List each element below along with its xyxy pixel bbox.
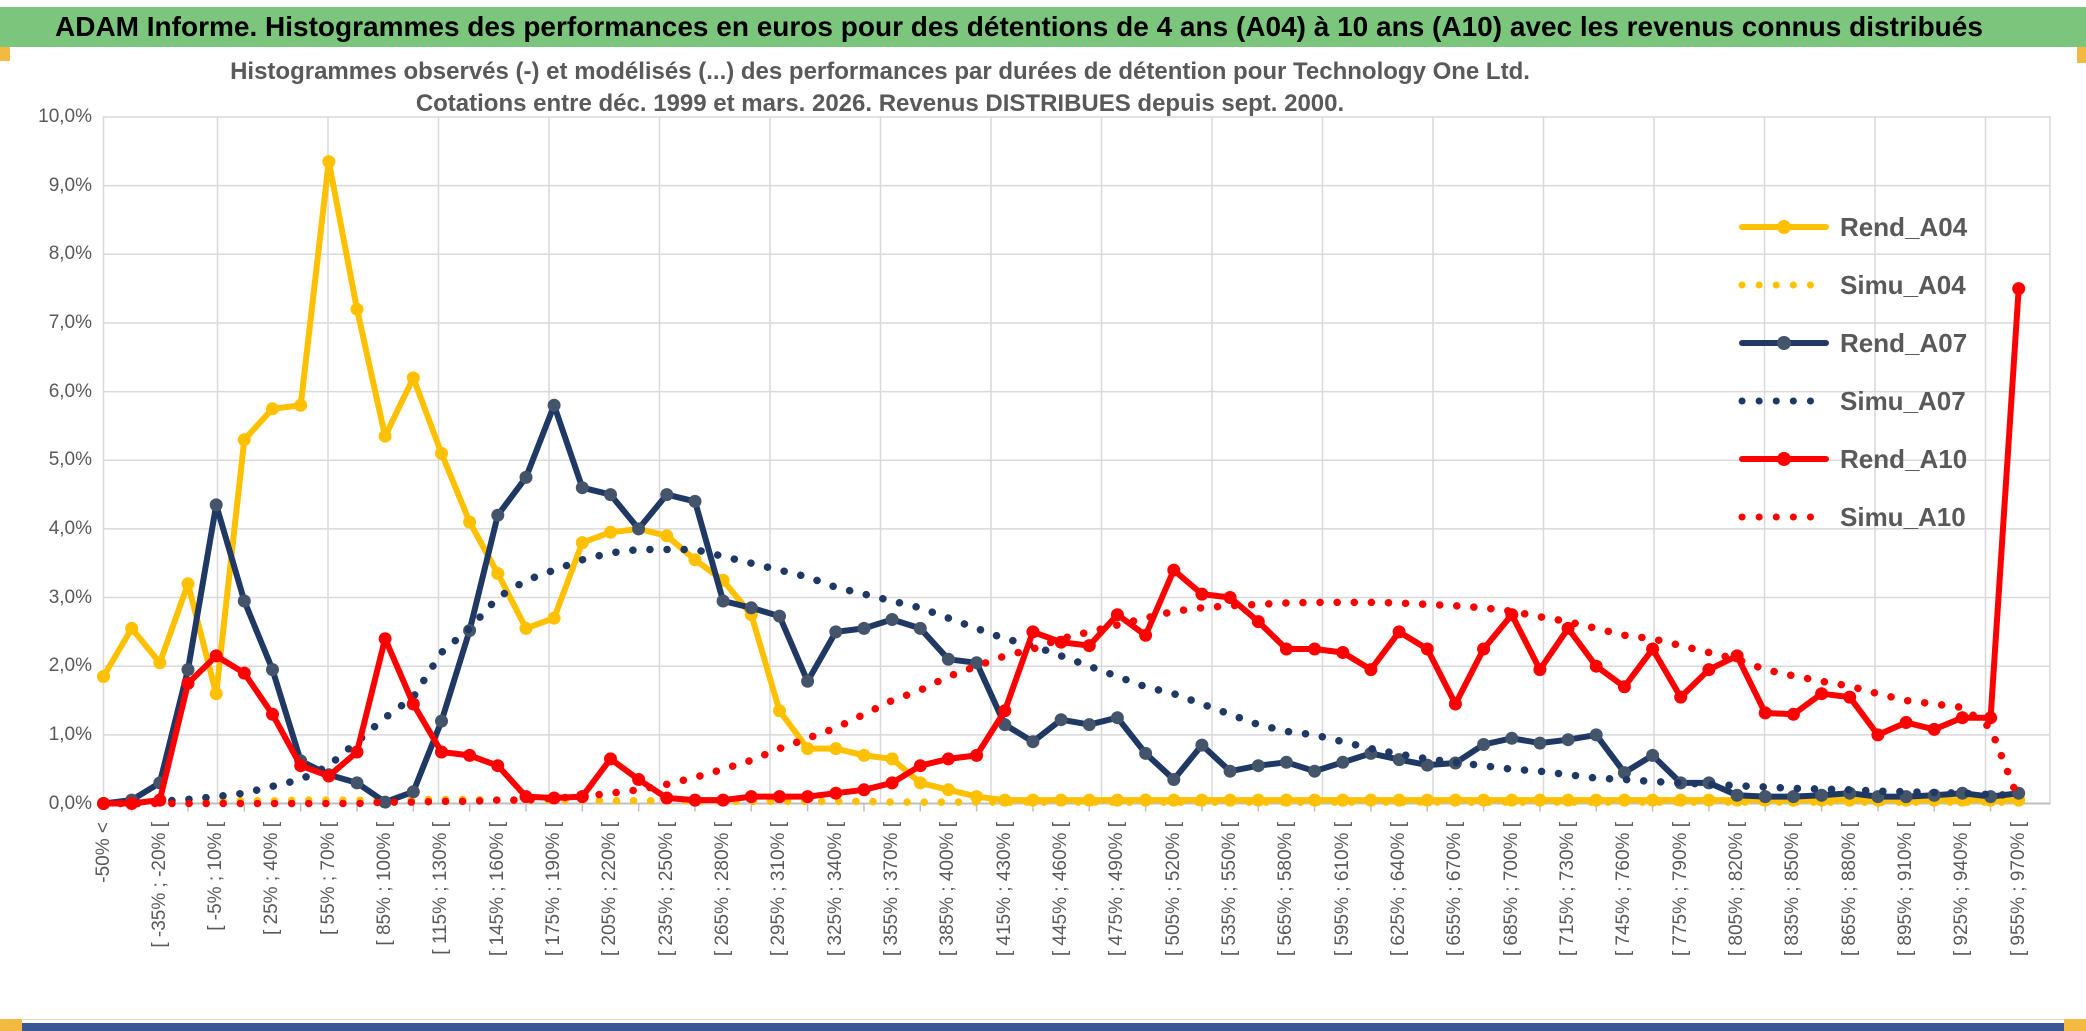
legend-swatch-solid-line-icon	[1738, 446, 1830, 472]
y-axis-label: 10,0%	[38, 106, 92, 127]
x-axis-label: [ 745% ; 760% [	[1613, 822, 1635, 957]
x-axis-label: [ 805% ; 820% [	[1726, 822, 1748, 957]
x-axis-label: [ 865% ; 880% [	[1838, 822, 1860, 957]
data-series	[97, 155, 2026, 810]
x-axis-label: [ 565% ; 580% [	[1275, 822, 1297, 957]
x-axis-label: [ 85% ; 100% [	[374, 822, 396, 946]
x-axis-label: [ 655% ; 670% [	[1444, 822, 1466, 957]
y-axis-label: 4,0%	[48, 517, 92, 539]
legend-swatch-dotted-line-icon	[1738, 272, 1830, 298]
x-axis-label: [ 895% ; 910% [	[1895, 822, 1917, 957]
x-axis-label: [ 505% ; 520% [	[1162, 822, 1184, 957]
legend-item-Simu_A10[interactable]: Simu_A10	[1738, 497, 1967, 537]
legend-item-Rend_A07[interactable]: Rend_A07	[1738, 323, 1967, 363]
x-axis-label: [ 295% ; 310% [	[768, 822, 790, 957]
x-axis-label: [ 325% ; 340% [	[824, 822, 846, 957]
x-axis-label: [ 415% ; 430% [	[993, 822, 1015, 957]
y-axis-label: 6,0%	[48, 380, 92, 402]
legend-item-Rend_A04[interactable]: Rend_A04	[1738, 207, 1967, 247]
x-axis-label: [ 205% ; 220% [	[599, 822, 621, 957]
x-axis-label: [ 535% ; 550% [	[1219, 822, 1241, 957]
x-axis-label: [ 955% ; 970% [	[2007, 822, 2029, 957]
legend-swatch-solid-line-icon	[1738, 214, 1830, 240]
y-axis-label: 9,0%	[48, 174, 92, 196]
legend-label: Rend_A04	[1840, 211, 1968, 242]
x-axis-label: [ -35% ; -20% [	[148, 822, 170, 948]
x-axis-label: [ -5% ; 10% [	[205, 822, 227, 931]
accent-top-right	[2077, 47, 2086, 63]
x-axis-label: [ 145% ; 160% [	[486, 822, 508, 957]
legend-item-Rend_A10[interactable]: Rend_A10	[1738, 439, 1967, 479]
x-axis-label: [ 475% ; 490% [	[1106, 822, 1128, 957]
window-title: ADAM Informe. Histogrammes des performan…	[55, 11, 1983, 42]
legend-swatch-solid-line-icon	[1738, 330, 1830, 356]
chart-title-line1: Histogrammes observés (-) et modélisés (…	[230, 58, 1530, 85]
chart-legend: Rend_A04 Simu_A04 Rend_A07 Simu_A07 Rend_A10…	[1738, 207, 1967, 555]
x-axis-label: [ 595% ; 610% [	[1331, 822, 1353, 957]
x-axis-label: [ 385% ; 400% [	[937, 822, 959, 957]
x-axis-label: [ 355% ; 370% [	[881, 822, 903, 957]
x-axis-label: [ 25% ; 40% [	[261, 822, 283, 936]
legend-label: Simu_A07	[1840, 385, 1966, 416]
series-Simu_A04[interactable]	[99, 795, 2023, 807]
x-axis-label: [ 835% ; 850% [	[1782, 822, 1804, 957]
legend-label: Simu_A10	[1840, 501, 1966, 532]
x-axis-label: [ 55% ; 70% [	[317, 822, 339, 936]
series-Rend_A07[interactable]	[97, 398, 2026, 810]
legend-item-Simu_A04[interactable]: Simu_A04	[1738, 265, 1967, 305]
legend-label: Simu_A04	[1840, 269, 1966, 300]
y-axis-label: 5,0%	[48, 449, 92, 471]
x-axis-label: [ 625% ; 640% [	[1388, 822, 1410, 957]
y-axis-label: 7,0%	[48, 311, 92, 333]
bottom-divider	[0, 1019, 2086, 1020]
x-axis-label: [ 265% ; 280% [	[712, 822, 734, 957]
x-axis-label: [ 925% ; 940% [	[1951, 822, 1973, 957]
x-axis-label: [ 685% ; 700% [	[1500, 822, 1522, 957]
window-title-bar: ADAM Informe. Histogrammes des performan…	[0, 7, 2086, 47]
y-axis-label: 8,0%	[48, 243, 92, 265]
series-Rend_A10[interactable]	[97, 282, 2026, 810]
series-Simu_A07[interactable]	[99, 545, 2023, 808]
series-Simu_A10[interactable]	[99, 598, 2023, 808]
x-axis-label: [ 115% ; 130% [	[430, 822, 452, 955]
accent-bottom-right	[2064, 1019, 2086, 1031]
bottom-bar	[0, 1023, 2086, 1031]
x-axis-label: [ 235% ; 250% [	[655, 822, 677, 957]
y-axis-label: 3,0%	[48, 586, 92, 608]
accent-bottom-left	[0, 1019, 22, 1031]
legend-label: Rend_A07	[1840, 327, 1968, 358]
y-axis-label: 1,0%	[48, 723, 92, 745]
accent-top-left	[0, 47, 10, 61]
y-axis-label: 0,0%	[48, 792, 92, 814]
x-axis-label: [ 775% ; 790% [	[1669, 822, 1691, 957]
legend-item-Simu_A07[interactable]: Simu_A07	[1738, 381, 1967, 421]
chart-title-line2: Cotations entre déc. 1999 et mars. 2026.…	[415, 90, 1345, 117]
x-axis-label: [ 445% ; 460% [	[1050, 822, 1072, 957]
series-Rend_A04[interactable]	[97, 155, 2026, 807]
legend-swatch-dotted-line-icon	[1738, 504, 1830, 530]
legend-label: Rend_A10	[1840, 443, 1968, 474]
legend-swatch-dotted-line-icon	[1738, 388, 1830, 414]
x-axis-label: -50% <	[92, 822, 114, 883]
y-axis-label: 2,0%	[48, 655, 92, 677]
x-axis-label: [ 715% ; 730% [	[1557, 822, 1579, 957]
x-axis-label: [ 175% ; 190% [	[543, 822, 565, 957]
